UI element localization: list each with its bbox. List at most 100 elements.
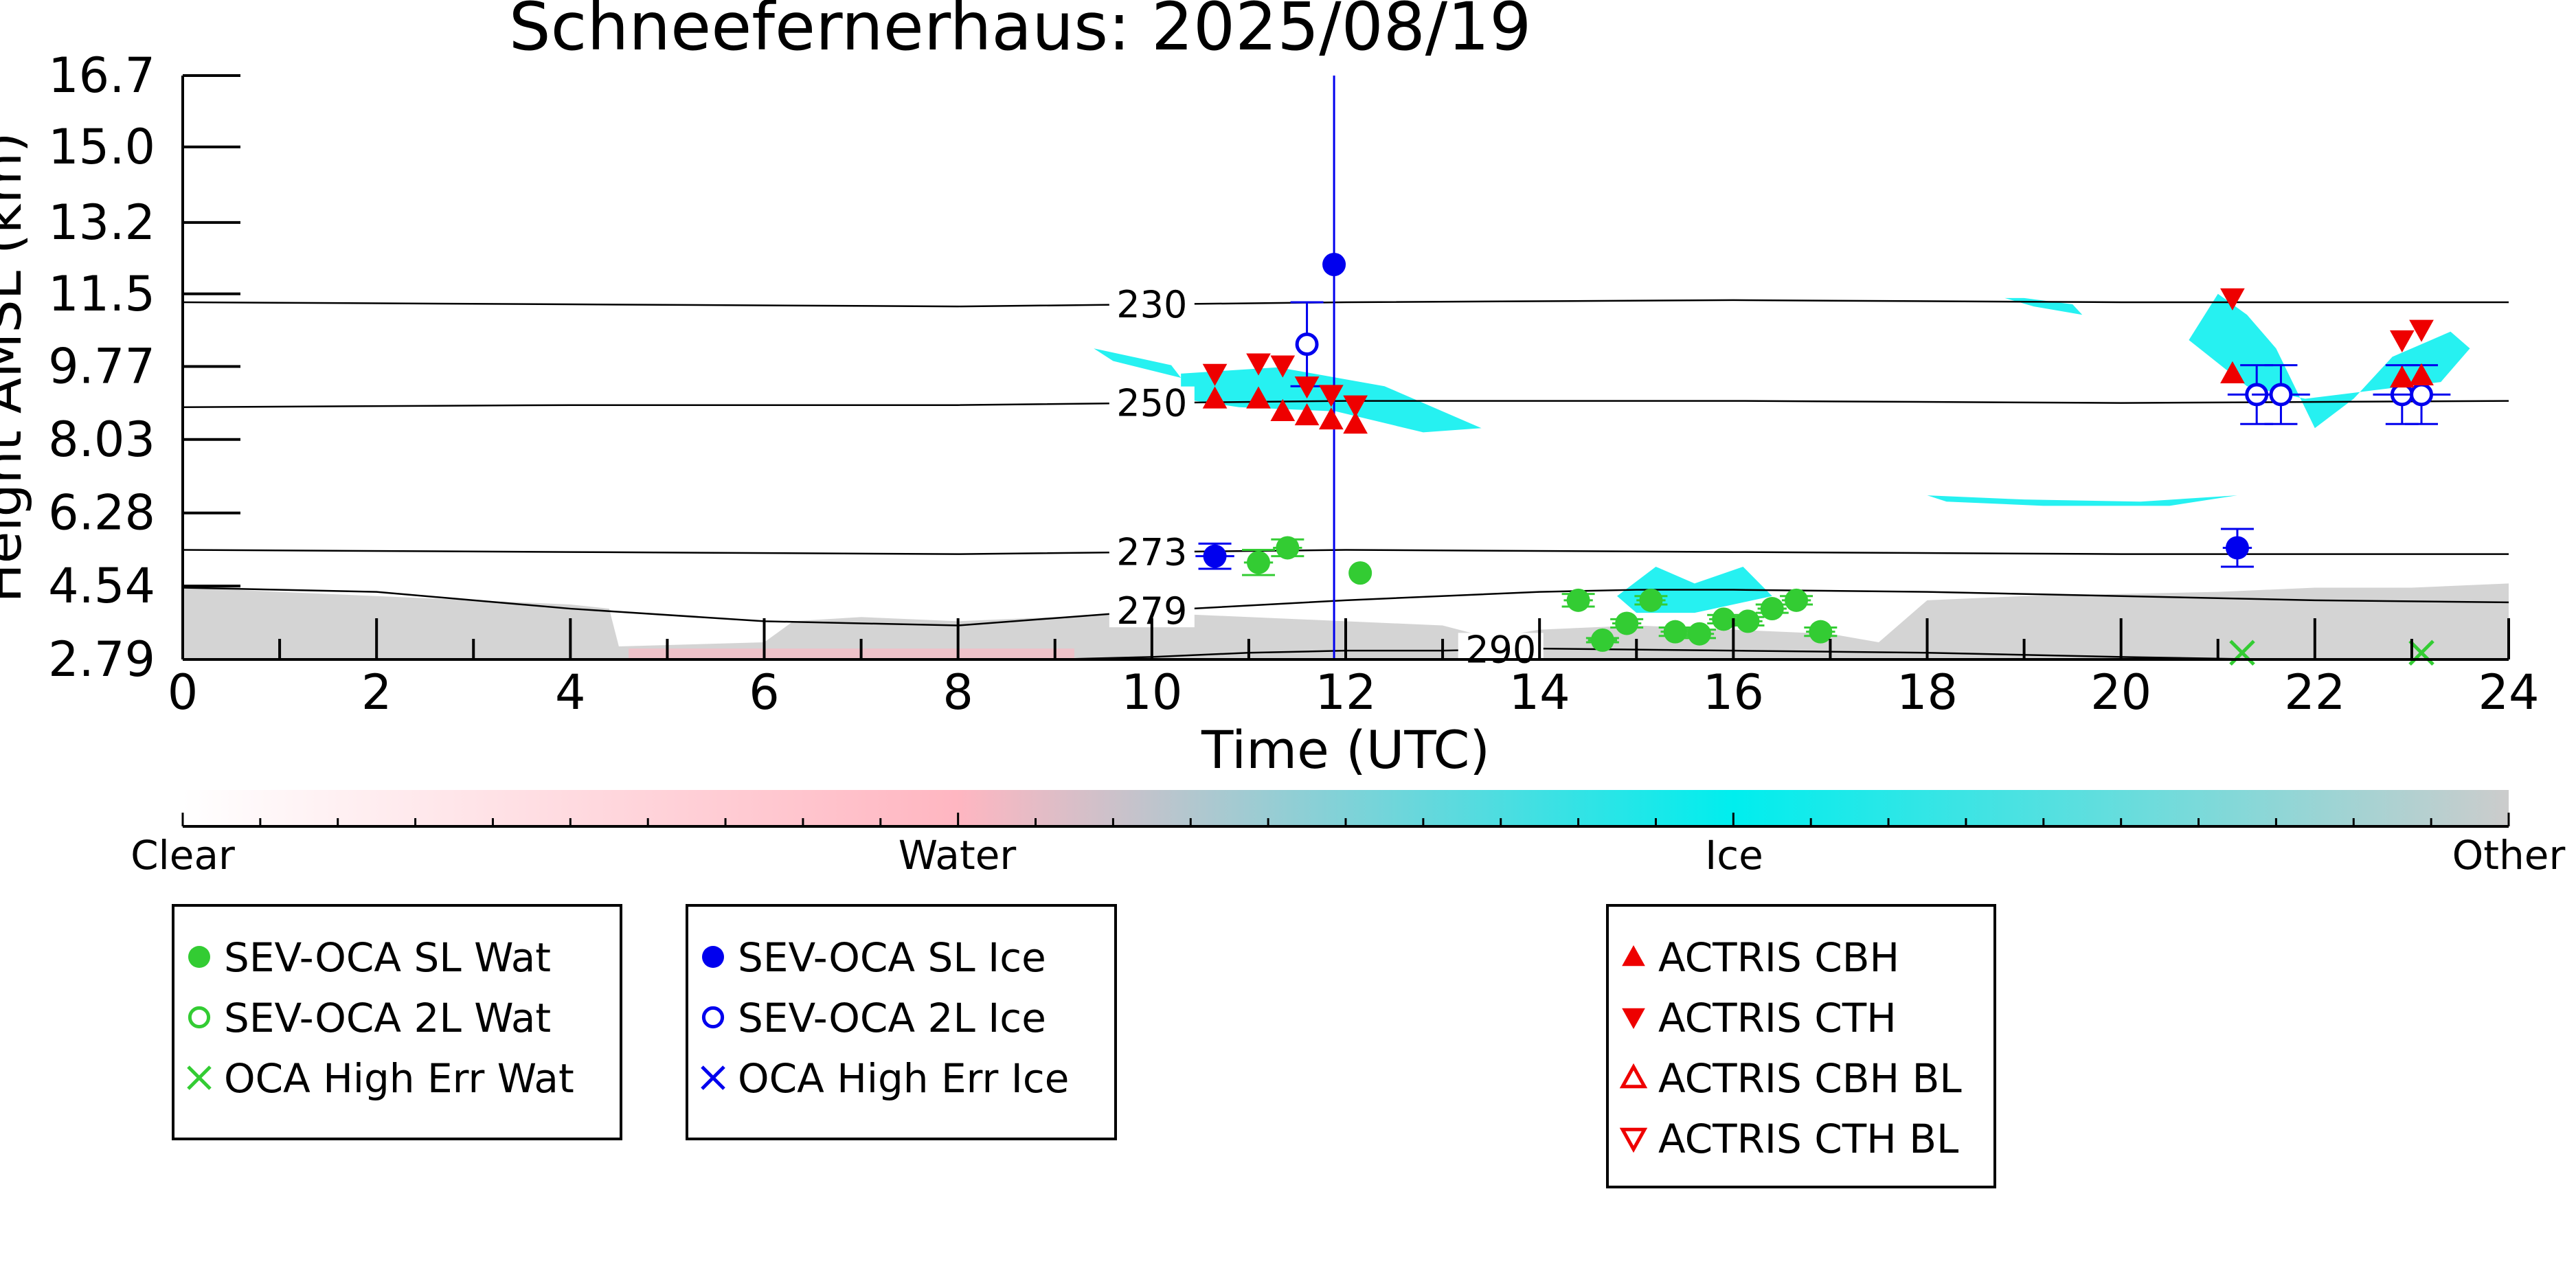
legend: SEV-OCA SL Wat SEV-OCA 2L Wat OCA High Err… [172,904,1996,1188]
colorbar-label: Water [899,832,1017,879]
sev-oca-2l-wat-legend-label: SEV-OCA 2L Wat [224,995,551,1041]
legend-box: ACTRIS CBH ACTRIS CTH ACTRIS CBH BL ACTRIS … [1606,904,1996,1188]
actris-cbh-point [2220,361,2245,383]
y-tick-label: 2.79 [48,631,155,688]
sev-oca-sl-wat-point [1663,620,1687,644]
actris-cbh-point [1294,403,1320,426]
x-axis-label: Time (UTC) [1201,719,1490,780]
sev-oca-sl-wat-point [1247,550,1271,574]
actris-cbh-point [1270,398,1296,421]
y-tick-label: 13.2 [48,194,155,251]
x-tick-label: 18 [1897,664,1958,721]
x-tick-label: 2 [361,664,392,721]
actris-cth-point [1270,355,1296,378]
actris-cbh-point [1318,407,1344,430]
actris-cth-bl-legend-label: ACTRIS CTH BL [1658,1116,1958,1162]
x-tick-label: 12 [1315,664,1376,721]
isotherm-label: 273 [1116,531,1187,574]
y-tick-label: 4.54 [48,558,155,614]
actris-cth-legend-label: ACTRIS CTH [1658,995,1897,1041]
axes: 0 2 4 6 8 10 12 14 16 18 20 22 242.794.546.288.039.7… [48,47,2539,721]
x-tick-label: 0 [168,664,199,721]
actris-cth-point [1246,353,1271,376]
sev-oca-sl-ice-point [1322,252,1346,276]
actris-cth-point [1318,385,1344,407]
sev-oca-sl-wat-point [1809,620,1833,644]
actris-cbh-point [1343,411,1368,434]
sev-oca-sl-wat-point [1785,588,1809,612]
sev-oca-sl-wat-point [1687,622,1711,646]
isotherm-line [182,587,2509,626]
y-tick-label: 6.28 [48,485,155,541]
sev-oca-sl-wat-point [1639,588,1663,612]
isotherm-line [182,299,2509,308]
y-tick-label: 15.0 [48,119,155,175]
actris-cth-point [1343,395,1368,418]
sev-oca-2l-ice-legend-label: SEV-OCA 2L Ice [738,995,1046,1041]
sev-oca-sl-wat-point [1736,609,1760,633]
sev-oca-sl-wat-point [1712,607,1736,631]
y-tick-label: 16.7 [48,47,155,104]
actris-cth-point [2389,330,2415,353]
plot-background [183,76,2509,659]
sev-oca-sl-ice-point [1203,544,1227,568]
colorbar-label: Other [2452,832,2566,879]
isotherm-label: 250 [1116,382,1187,425]
sev-oca-sl-wat-point [1348,561,1372,585]
x-tick-label: 6 [749,664,780,721]
oca-high-err-ice-legend-marker [701,1065,725,1090]
classification-colorbar: Clear Water Ice Other [131,790,2565,879]
isotherm-label: 230 [1116,283,1187,326]
isotherm-label-bg [1109,535,1195,569]
legend-box: SEV-OCA SL Ice SEV-OCA 2L Ice OCA High Err… [686,904,1117,1140]
sev-oca-2l-ice-legend-marker [701,1006,725,1029]
actris-cbh-point [2409,363,2434,386]
legend-box: SEV-OCA SL Wat SEV-OCA 2L Wat OCA High Err… [172,904,622,1140]
water-class-region [628,648,1074,659]
sev-oca-sl-wat-legend-marker [188,946,210,968]
sev-oca-sl-wat-legend-label: SEV-OCA SL Wat [224,934,551,981]
x-tick-label: 8 [942,664,973,721]
x-tick-label: 22 [2284,664,2345,721]
sev-oca-2l-wat-legend-marker [188,1006,211,1029]
x-tick-label: 14 [1509,664,1570,721]
isotherm-line [182,400,2509,408]
sev-oca-sl-wat-point [1566,588,1590,612]
x-tick-label: 24 [2478,664,2539,721]
actris-cth-bl-legend-marker [1619,1127,1648,1153]
sev-oca-sl-ice-point [2225,536,2249,560]
isotherm-line [182,549,2509,555]
actris-cth-legend-marker [1622,1008,1645,1030]
isotherm-label-bg [1109,288,1195,321]
isotherm-label: 290 [1465,628,1536,671]
actris-cbh-point [1202,386,1228,409]
sev-oca-2l-ice-point [2269,383,2293,407]
oca-high-err-ice-legend-label: OCA High Err Ice [738,1055,1069,1102]
actris-cbh-point [1246,386,1271,409]
sev-oca-sl-wat-point [1590,628,1614,652]
actris-cth-point [1294,376,1320,399]
chart-title: Schneefernerhaus: 2025/08/19 [509,0,1532,65]
sev-oca-2l-ice-point [1295,332,1319,357]
sev-oca-sl-wat-point [1276,536,1300,560]
x-tick-label: 4 [555,664,586,721]
actris-cth-point [2220,288,2245,310]
x-tick-label: 16 [1703,664,1764,721]
oca-high-err-wat-legend-marker [187,1065,212,1090]
y-tick-label: 9.77 [48,338,155,394]
legend-frame [1606,904,1996,1188]
x-tick-label: 20 [2090,664,2151,721]
y-axis-label: Height AMSL (km) [0,132,33,602]
actris-cbh-point [2389,365,2415,388]
actris-cth-point [1202,363,1228,386]
colorbar-label: Clear [131,832,235,879]
actris-cbh-legend-label: ACTRIS CBH [1658,934,1899,981]
actris-cbh-bl-legend-label: ACTRIS CBH BL [1658,1055,1962,1102]
actris-cbh-bl-legend-marker [1619,1063,1648,1089]
ice-cloud-region [1927,495,2237,506]
legend-frame [686,904,1117,1140]
isotherm-label-bg [1109,386,1195,420]
